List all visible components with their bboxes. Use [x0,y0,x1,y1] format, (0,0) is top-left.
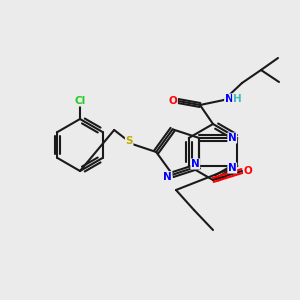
Text: S: S [125,136,133,146]
Text: O: O [244,166,252,176]
Text: H: H [232,94,242,104]
Text: N: N [191,159,200,169]
Text: N: N [228,163,237,173]
Text: N: N [163,172,172,182]
Text: Cl: Cl [74,96,86,106]
Text: N: N [228,133,237,143]
Text: O: O [169,96,177,106]
Text: N: N [225,94,233,104]
